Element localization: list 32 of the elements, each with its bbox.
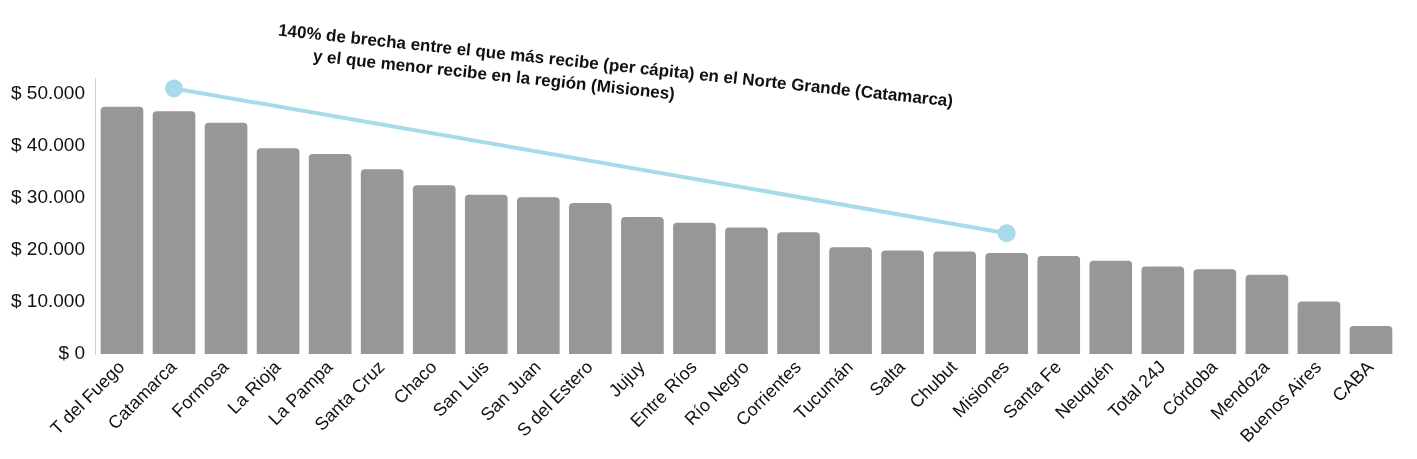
bar bbox=[1349, 325, 1393, 355]
bar bbox=[412, 185, 456, 355]
bar bbox=[1245, 274, 1289, 355]
bar bbox=[933, 251, 976, 355]
bar bbox=[829, 247, 872, 355]
bar bbox=[621, 217, 664, 355]
annotation: 140% de brecha entre el que más recibe (per cápita) en el Norte Grande (Catamarca) y el que menor recibe en la región (Misiones) bbox=[277, 20, 954, 111]
y-tick-label: $ 0 bbox=[58, 342, 85, 364]
bar bbox=[308, 154, 352, 355]
bar bbox=[1089, 260, 1133, 355]
y-tick-label: $ 50.000 bbox=[10, 81, 85, 103]
y-tick-label: $ 10.000 bbox=[10, 290, 85, 312]
bar bbox=[152, 111, 196, 355]
bar bbox=[1193, 269, 1237, 355]
bar bbox=[569, 202, 612, 355]
bar bbox=[464, 194, 508, 355]
y-tick-label: $ 40.000 bbox=[10, 133, 85, 155]
bar bbox=[1297, 301, 1341, 355]
bar bbox=[1037, 256, 1081, 355]
y-tick-label: $ 20.000 bbox=[10, 238, 85, 260]
bar bbox=[516, 197, 560, 355]
bar bbox=[360, 169, 404, 355]
bar bbox=[100, 106, 144, 355]
bar bbox=[881, 250, 924, 355]
bar bbox=[204, 122, 248, 355]
bar bbox=[985, 252, 1029, 355]
y-tick-label: $ 30.000 bbox=[10, 186, 85, 208]
bar bbox=[1141, 266, 1185, 355]
bar bbox=[777, 232, 820, 355]
bar bbox=[725, 227, 768, 355]
bar bbox=[673, 222, 716, 355]
bar bbox=[256, 148, 300, 355]
